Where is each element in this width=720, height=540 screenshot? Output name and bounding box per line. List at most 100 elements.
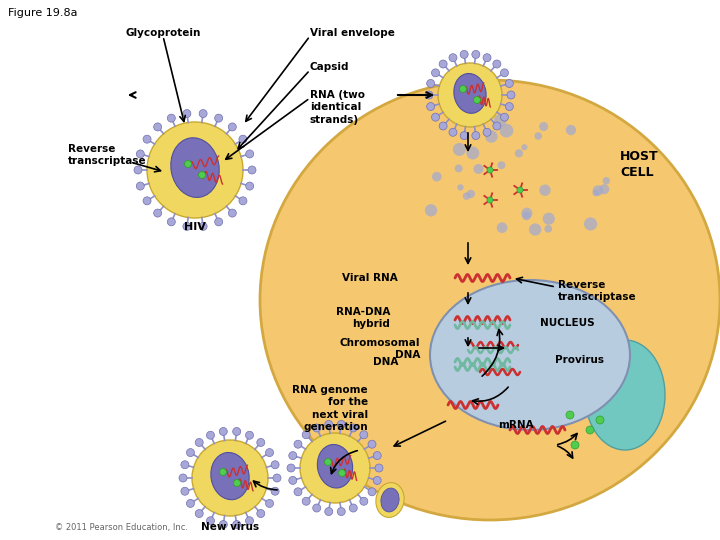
- Text: Capsid: Capsid: [310, 62, 349, 72]
- Circle shape: [505, 103, 513, 111]
- Circle shape: [474, 164, 483, 174]
- Circle shape: [184, 160, 192, 167]
- Circle shape: [431, 69, 439, 77]
- Circle shape: [271, 461, 279, 469]
- Circle shape: [273, 474, 281, 482]
- Circle shape: [325, 421, 333, 428]
- Circle shape: [529, 224, 541, 235]
- Text: Chromosomal
DNA: Chromosomal DNA: [340, 338, 420, 360]
- Circle shape: [360, 497, 368, 505]
- Circle shape: [522, 211, 531, 220]
- Circle shape: [566, 125, 576, 135]
- Circle shape: [246, 517, 253, 525]
- Circle shape: [181, 461, 189, 469]
- Circle shape: [186, 449, 194, 457]
- Text: Viral RNA: Viral RNA: [342, 273, 398, 283]
- Circle shape: [368, 440, 376, 448]
- Circle shape: [493, 122, 501, 130]
- Circle shape: [586, 426, 594, 434]
- Circle shape: [457, 184, 464, 191]
- Circle shape: [233, 480, 240, 487]
- Circle shape: [246, 182, 253, 190]
- Circle shape: [373, 476, 381, 484]
- Ellipse shape: [381, 488, 399, 512]
- Circle shape: [494, 114, 507, 127]
- Circle shape: [505, 79, 513, 87]
- Text: © 2011 Pearson Education, Inc.: © 2011 Pearson Education, Inc.: [55, 523, 188, 532]
- Circle shape: [487, 197, 493, 203]
- Circle shape: [368, 488, 376, 496]
- Circle shape: [425, 204, 437, 217]
- Circle shape: [134, 166, 142, 174]
- Circle shape: [143, 197, 151, 205]
- Text: NUCLEUS: NUCLEUS: [540, 318, 595, 328]
- Circle shape: [485, 130, 498, 143]
- Circle shape: [207, 431, 215, 439]
- Ellipse shape: [318, 444, 353, 488]
- Circle shape: [228, 209, 236, 217]
- Circle shape: [246, 150, 253, 158]
- Circle shape: [266, 500, 274, 508]
- Circle shape: [199, 222, 207, 231]
- Circle shape: [289, 476, 297, 484]
- Circle shape: [183, 110, 191, 118]
- Circle shape: [195, 510, 203, 517]
- Circle shape: [487, 167, 493, 173]
- Circle shape: [460, 132, 468, 139]
- Circle shape: [179, 474, 187, 482]
- Circle shape: [257, 510, 265, 517]
- Text: Viral envelope: Viral envelope: [310, 28, 395, 38]
- Ellipse shape: [211, 453, 249, 500]
- Circle shape: [287, 464, 295, 472]
- Circle shape: [215, 218, 222, 226]
- Circle shape: [248, 166, 256, 174]
- Circle shape: [425, 91, 433, 99]
- Circle shape: [312, 424, 320, 432]
- Text: RNA-DNA
hybrid: RNA-DNA hybrid: [336, 307, 390, 329]
- Circle shape: [325, 508, 333, 516]
- Circle shape: [233, 428, 240, 435]
- Circle shape: [507, 91, 515, 99]
- Circle shape: [186, 500, 194, 508]
- Ellipse shape: [430, 280, 630, 430]
- Circle shape: [181, 487, 189, 495]
- Circle shape: [360, 431, 368, 438]
- Circle shape: [432, 172, 441, 181]
- Ellipse shape: [454, 73, 486, 113]
- Circle shape: [449, 53, 457, 62]
- Circle shape: [467, 146, 480, 159]
- Circle shape: [147, 122, 243, 218]
- Circle shape: [515, 149, 523, 158]
- Circle shape: [493, 60, 501, 68]
- Circle shape: [571, 441, 579, 449]
- Circle shape: [500, 113, 508, 121]
- Circle shape: [474, 97, 480, 104]
- Circle shape: [603, 177, 610, 185]
- Circle shape: [337, 508, 346, 516]
- Circle shape: [167, 114, 176, 122]
- Circle shape: [289, 451, 297, 460]
- Circle shape: [539, 122, 548, 131]
- Circle shape: [483, 53, 491, 62]
- Circle shape: [153, 123, 162, 131]
- Circle shape: [483, 129, 491, 136]
- Circle shape: [338, 469, 346, 476]
- Circle shape: [136, 150, 144, 158]
- Circle shape: [453, 143, 466, 156]
- Circle shape: [472, 50, 480, 58]
- Circle shape: [463, 192, 470, 200]
- Circle shape: [373, 451, 381, 460]
- Text: RNA (two
identical
strands): RNA (two identical strands): [310, 90, 365, 125]
- Circle shape: [500, 124, 513, 138]
- Circle shape: [427, 103, 435, 111]
- Ellipse shape: [260, 80, 720, 520]
- Circle shape: [467, 190, 475, 198]
- Circle shape: [136, 182, 144, 190]
- Circle shape: [539, 185, 551, 196]
- Circle shape: [233, 521, 240, 529]
- Circle shape: [199, 172, 205, 179]
- Text: Provirus: Provirus: [555, 355, 604, 365]
- Circle shape: [521, 144, 528, 150]
- Ellipse shape: [376, 483, 404, 517]
- Circle shape: [220, 521, 228, 529]
